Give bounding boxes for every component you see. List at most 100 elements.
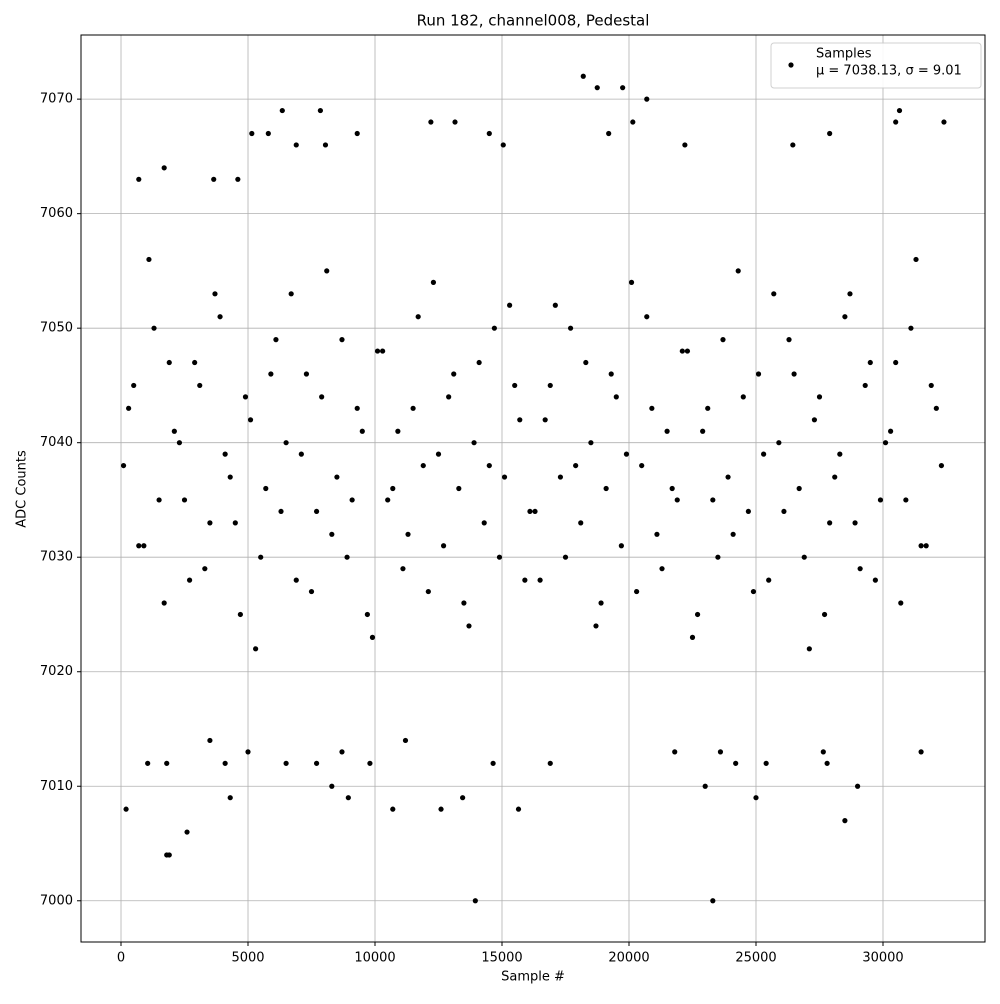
data-point <box>547 382 553 389</box>
data-point <box>702 783 708 789</box>
data-point <box>580 73 586 79</box>
data-point <box>628 279 635 285</box>
data-point <box>313 508 320 515</box>
data-point <box>268 371 274 377</box>
data-point <box>842 314 848 320</box>
data-point <box>928 382 934 389</box>
data-point <box>578 520 584 526</box>
y-tick-label: 7020 <box>40 664 73 679</box>
data-point <box>649 405 655 411</box>
data-point <box>613 394 619 400</box>
data-point <box>390 485 396 492</box>
data-point <box>192 359 198 366</box>
legend-note: μ = 7038.13, σ = 9.01 <box>816 64 962 79</box>
data-point <box>440 543 447 549</box>
data-point <box>827 520 833 526</box>
data-point <box>184 829 190 835</box>
data-point <box>679 348 685 354</box>
data-point <box>938 462 945 469</box>
data-point <box>507 302 513 308</box>
data-point <box>583 359 589 366</box>
data-point <box>283 760 289 766</box>
data-point <box>659 566 665 572</box>
data-point <box>186 577 193 583</box>
data-point <box>141 543 147 549</box>
data-point <box>446 394 452 400</box>
data-point <box>123 806 129 812</box>
data-point <box>542 417 548 423</box>
data-point <box>136 176 142 182</box>
data-point <box>517 417 523 423</box>
axes-frame <box>80 34 986 943</box>
data-point <box>573 462 579 469</box>
data-point <box>811 417 818 423</box>
data-point <box>820 749 826 755</box>
x-tick-label: 0 <box>117 951 125 966</box>
data-point <box>430 279 437 285</box>
data-point <box>298 451 304 457</box>
data-point <box>227 795 233 801</box>
y-tick-label: 7040 <box>40 435 73 450</box>
data-point <box>532 508 538 515</box>
data-point <box>606 130 612 137</box>
data-point <box>705 405 711 411</box>
data-point <box>265 130 271 137</box>
data-point <box>354 405 360 411</box>
data-point <box>608 371 614 377</box>
data-point <box>790 142 796 148</box>
data-point <box>740 394 746 400</box>
data-point <box>317 107 323 114</box>
data-point <box>313 760 320 766</box>
data-point <box>496 554 503 560</box>
data-point <box>618 543 624 549</box>
data-point <box>801 554 807 560</box>
data-point <box>700 428 706 434</box>
data-point <box>882 440 889 446</box>
data-point <box>715 554 721 560</box>
data-point <box>735 268 741 274</box>
data-point <box>623 451 630 457</box>
data-point <box>258 554 264 560</box>
data-point <box>211 176 217 182</box>
data-point <box>400 566 406 572</box>
data-point <box>491 325 497 331</box>
data-point <box>151 325 157 331</box>
data-point <box>481 520 487 526</box>
data-point <box>537 577 543 583</box>
data-point <box>279 107 285 114</box>
data-point <box>364 611 370 618</box>
data-point <box>603 485 609 492</box>
data-point <box>456 485 462 492</box>
data-point <box>303 371 310 377</box>
data-point <box>710 898 716 904</box>
data-point <box>222 451 228 457</box>
data-point <box>753 795 759 801</box>
data-point <box>898 600 904 606</box>
data-point <box>816 394 823 400</box>
data-point <box>247 417 254 423</box>
data-point <box>598 600 604 606</box>
data-point <box>824 760 830 766</box>
data-point <box>420 462 426 469</box>
data-point <box>806 646 812 652</box>
x-tick-label: 10000 <box>354 951 395 966</box>
data-point <box>761 451 767 457</box>
data-point <box>126 405 132 411</box>
data-point <box>207 520 213 526</box>
data-point <box>334 474 340 480</box>
data-point <box>918 543 924 549</box>
data-point <box>171 428 177 434</box>
data-point <box>207 737 213 744</box>
data-point <box>273 337 279 343</box>
y-tick-label: 7010 <box>40 779 73 794</box>
data-point <box>490 760 496 766</box>
data-point <box>933 405 939 411</box>
data-point <box>237 611 243 618</box>
data-point <box>725 474 731 480</box>
data-point <box>913 256 919 263</box>
data-point <box>672 749 678 755</box>
data-point <box>242 394 249 400</box>
data-point <box>776 440 782 446</box>
data-point <box>349 497 355 503</box>
